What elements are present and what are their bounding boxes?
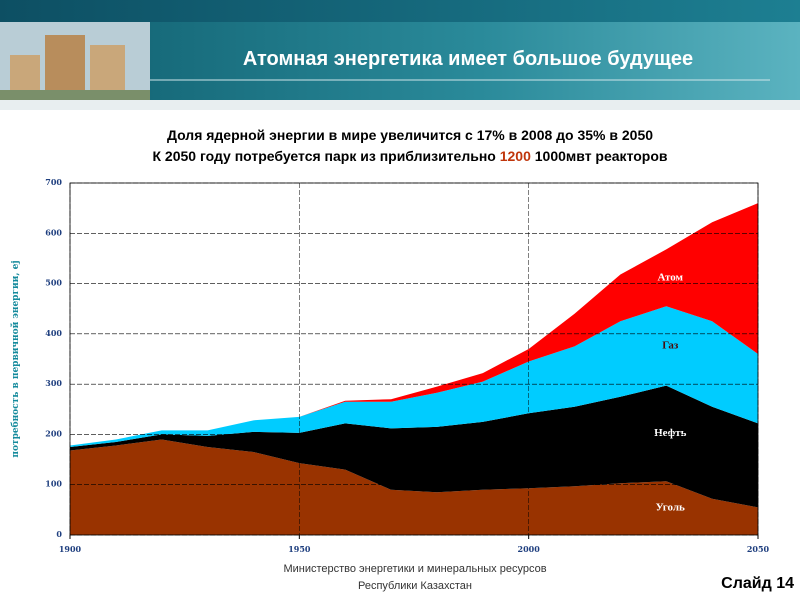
subtitle-highlight: 1200 [500,148,531,164]
plot: Уголь Нефть Газ Атом 0 100 200 300 400 500 600 700 1… [45,177,769,554]
header-shadow [0,100,800,110]
y-axis-label: потребность в первичной энергии, ej [10,260,21,457]
subtitle-part: К 2050 году потребуется парк из приблизи… [152,148,495,164]
area [70,385,758,508]
y-tick-label: 100 [45,479,62,489]
y-tick-label: 400 [45,328,62,338]
chart-subtitle: К 2050 году потребуется парк из приблизи… [152,148,667,164]
y-tick-label: 700 [45,177,62,187]
y-tick-label: 0 [56,529,62,539]
subtitle-part: 1000мвт реакторов [535,148,668,164]
header-image [0,22,150,100]
x-tick-label: 2000 [518,544,541,554]
footer-line: Республики Казахстан [358,580,472,592]
y-tick-label: 600 [45,227,62,237]
top-bar [0,0,800,22]
plot-frame [69,182,759,536]
series-label: Атом [658,271,684,283]
area [70,439,758,535]
area [70,306,758,447]
x-tick-label: 1950 [288,544,311,554]
slide-number: Слайд 14 [721,575,794,592]
y-tick-label: 300 [45,378,62,388]
x-tick-label: 2050 [747,544,770,554]
x-tick-label: 1900 [59,544,82,554]
y-tick-label: 500 [45,278,62,288]
y-tick-label: 200 [45,428,62,438]
area [70,203,758,446]
slide-title: Атомная энергетика имеет большое будущее [243,48,693,70]
footer-line: Министерство энергетики и минеральных ре… [283,563,546,575]
series-label: Уголь [656,502,685,514]
chart-title: Доля ядерной энергии в мире увеличится с… [167,127,653,143]
series-label: Газ [662,339,679,351]
series-label: Нефть [654,427,687,439]
